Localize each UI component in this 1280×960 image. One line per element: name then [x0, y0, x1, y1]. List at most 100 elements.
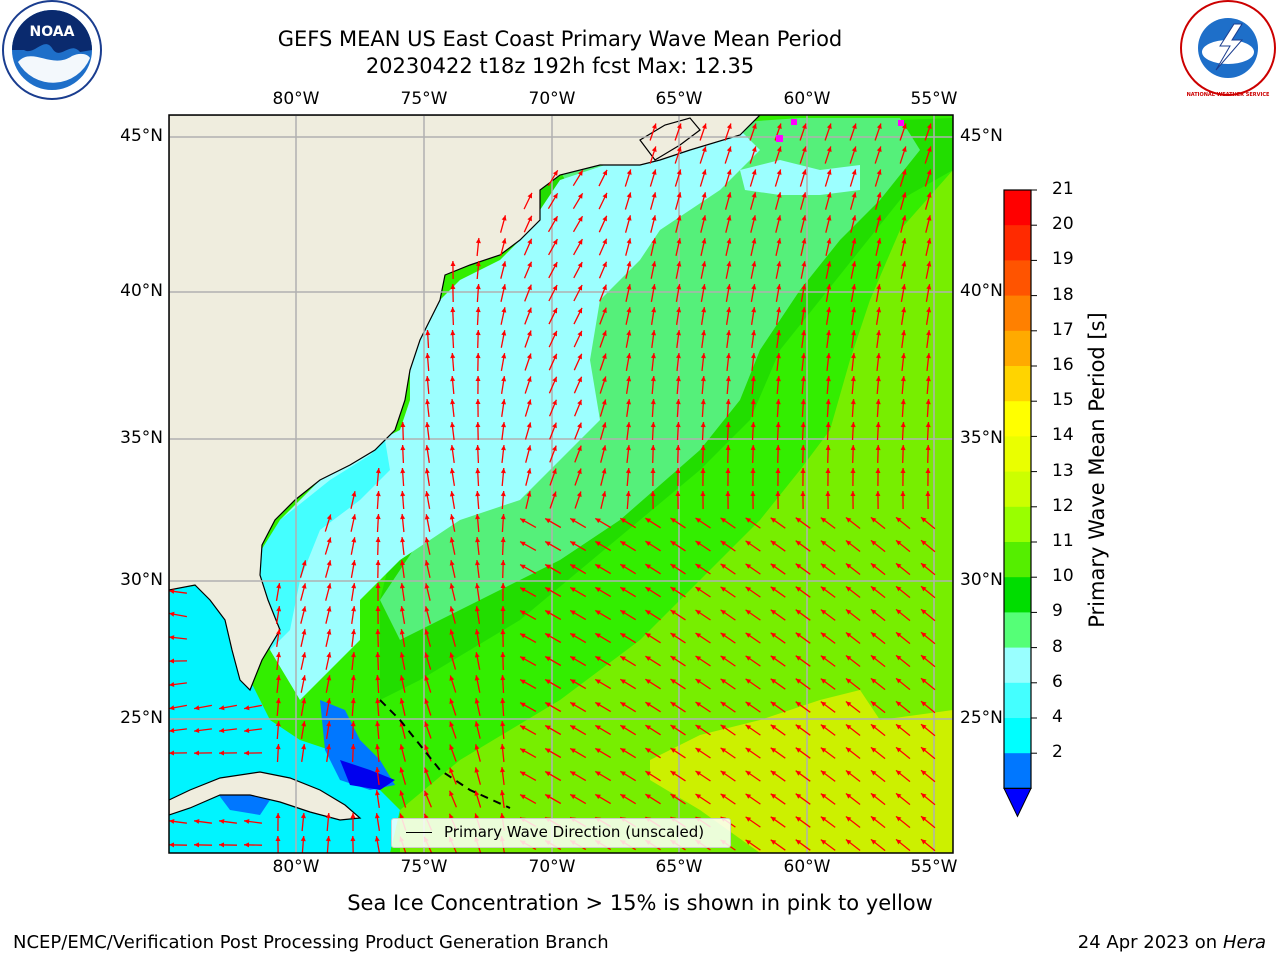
wave-arrow-head — [527, 307, 532, 314]
wave-arrow-head — [570, 587, 576, 593]
wave-arrow-head — [350, 721, 356, 727]
wave-arrow-head — [552, 376, 557, 383]
wave-arrow-head — [921, 517, 927, 523]
wave-arrow-head — [745, 724, 752, 730]
wave-arrow-head — [700, 399, 706, 405]
colorbar-segment — [1004, 647, 1031, 684]
colorbar-tick-label: 21 — [1052, 179, 1074, 199]
wave-arrow-head — [602, 261, 607, 268]
wave-arrow-head — [551, 491, 557, 497]
sea-ice-marker — [791, 119, 797, 125]
wave-arrow-head — [350, 744, 356, 750]
wave-arrow-head — [450, 376, 456, 382]
wave-arrow-head — [500, 491, 506, 497]
wave-arrow-head — [275, 813, 281, 818]
colorbar-tick-label: 9 — [1052, 601, 1063, 622]
wave-arrow-head — [545, 564, 551, 570]
wave-arrow-head — [845, 816, 852, 822]
wave-arrow-head — [745, 655, 752, 661]
wave-arrow-head — [670, 610, 676, 615]
wave-arrow-head — [577, 330, 582, 337]
wave-arrow-head — [374, 836, 380, 842]
wave-arrow-head — [475, 399, 481, 404]
wave-arrow-head — [701, 261, 707, 267]
wave-arrow-head — [745, 839, 752, 845]
wave-arrow-head — [650, 376, 656, 382]
wave-arrow-head — [326, 652, 332, 658]
wave-arrow-head — [826, 330, 831, 336]
wave-arrow-head — [750, 422, 756, 428]
wave-arrow-head — [720, 632, 727, 638]
wave-arrow-head — [595, 771, 601, 777]
wave-arrow-head — [169, 682, 175, 687]
wave-arrow-head — [725, 491, 731, 496]
wave-arrow-head — [700, 491, 706, 496]
wave-arrow-head — [720, 747, 727, 753]
wave-arrow-head — [851, 284, 857, 290]
wave-arrow-head — [801, 261, 807, 267]
wave-arrow-head — [552, 445, 557, 452]
wave-arrow-head — [795, 655, 802, 661]
wave-arrow-head — [520, 656, 526, 662]
colorbar-segment — [1004, 612, 1031, 649]
wave-arrow-head — [776, 353, 781, 359]
wave-arrow-head — [896, 609, 902, 615]
wave-arrow-head — [676, 215, 682, 221]
wave-arrow-head — [745, 678, 752, 684]
wave-arrow-head — [750, 399, 756, 405]
wave-arrow-head — [896, 701, 902, 707]
wave-arrow-head — [720, 724, 727, 730]
wave-arrow-head — [450, 445, 455, 451]
wave-arrow-head — [776, 215, 782, 221]
wave-arrow-head — [500, 560, 506, 566]
wave-arrow-head — [620, 794, 626, 799]
wave-arrow-head — [801, 330, 806, 336]
wave-arrow-head — [595, 518, 601, 524]
wave-arrow-head — [726, 146, 732, 152]
wave-arrow-head — [701, 146, 707, 152]
wave-arrow-head — [450, 307, 456, 313]
wave-arrow-head — [275, 836, 281, 841]
wave-arrow-head — [876, 330, 881, 336]
wave-arrow-head — [570, 725, 576, 731]
wave-arrow-head — [520, 518, 526, 524]
wave-arrow-head — [552, 307, 557, 314]
colorbar-segment — [1004, 225, 1031, 261]
wave-arrow-head — [896, 586, 902, 592]
colorbar-segment — [1004, 542, 1031, 578]
wave-arrow-head — [676, 146, 682, 152]
wave-arrow-head — [870, 816, 877, 822]
wave-arrow-head — [825, 376, 831, 382]
wave-arrow-head — [326, 721, 332, 727]
wave-arrow-head — [770, 724, 777, 730]
wave-arrow-head — [876, 146, 882, 152]
wave-arrow-head — [475, 330, 481, 336]
wave-arrow-head — [851, 169, 857, 175]
legend-label: Primary Wave Direction (unscaled) — [444, 823, 705, 841]
wave-arrow-head — [474, 767, 480, 773]
wave-arrow-head — [670, 656, 676, 661]
wave-arrow-head — [169, 589, 175, 594]
wave-arrow-head — [651, 261, 657, 267]
colorbar-tick-label: 10 — [1052, 566, 1074, 587]
wave-arrow-head — [526, 399, 532, 405]
wave-arrow-head — [876, 215, 882, 221]
wave-arrow-head — [301, 583, 307, 589]
lat-label-right: 30°N — [960, 570, 1003, 590]
wave-arrow-head — [870, 701, 877, 707]
wave-arrow-head — [776, 284, 782, 290]
wave-arrow-head — [921, 747, 927, 753]
wave-arrow-head — [595, 656, 601, 662]
sea-ice-marker — [898, 120, 904, 126]
wave-arrow-head — [500, 514, 506, 520]
wave-arrow-head — [801, 353, 806, 359]
wave-arrow-head — [820, 609, 827, 615]
wave-arrow-head — [725, 376, 731, 382]
wave-arrow-head — [820, 839, 827, 845]
wave-arrow-head — [775, 399, 781, 405]
wave-arrow-head — [351, 606, 356, 612]
wave-arrow-head — [800, 491, 806, 496]
wave-arrow-head — [475, 238, 481, 244]
wave-arrow-head — [870, 678, 877, 684]
